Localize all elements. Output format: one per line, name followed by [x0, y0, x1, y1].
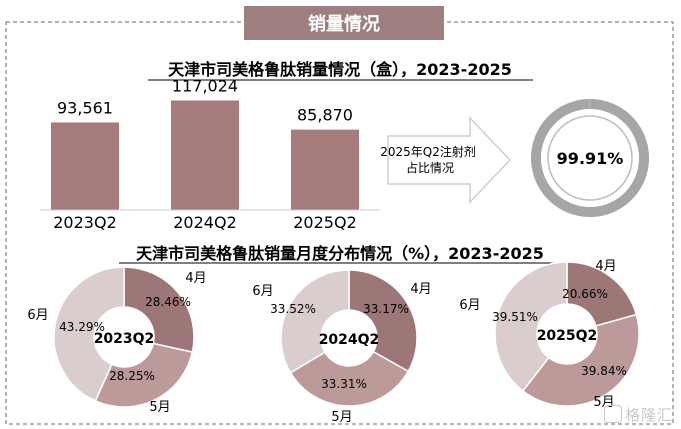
- bar-chart-title: 天津市司美格鲁肽销量情况（盒），2023-2025: [168, 60, 512, 79]
- donut-value-label: 28.25%: [109, 369, 155, 383]
- injection-share-donut: 99.91%: [530, 99, 649, 217]
- callout-label: 2025年Q2注射剂 占比情况: [380, 144, 479, 175]
- donut-month-label: 6月: [252, 284, 273, 299]
- donut-value-label: 39.84%: [581, 364, 627, 378]
- donut-month-label: 4月: [410, 282, 431, 297]
- donut-month-label: 5月: [593, 395, 614, 410]
- donut-month-label: 5月: [149, 400, 170, 415]
- dashed-frame: [5, 21, 674, 425]
- donut-month-label: 4月: [185, 271, 206, 286]
- section-banner: [244, 6, 444, 40]
- share-donut-center-label: 99.91%: [557, 149, 624, 168]
- bar-value-label: 117,024: [172, 76, 238, 95]
- watermark-logo-icon: [603, 405, 622, 423]
- donut-slice-2023Q2: [94, 342, 194, 408]
- donut-month-label: 5月: [331, 410, 352, 425]
- donut-slice-2024Q2: [289, 350, 410, 407]
- donut-slice-2025Q2: [494, 261, 568, 392]
- watermark-text: 格隆汇: [624, 406, 673, 424]
- bar-value-label: 85,870: [297, 106, 353, 125]
- donut-center-label: 2025Q2: [537, 328, 598, 344]
- donut-month-label: 4月: [595, 259, 616, 274]
- donut-value-label: 39.51%: [492, 310, 538, 324]
- donut-slice-2024Q2: [280, 269, 350, 374]
- monthly-chart-title: 天津市司美格鲁肽销量月度分布情况（%），2023-2025: [136, 244, 544, 263]
- donut-month-label: 6月: [27, 308, 48, 323]
- donut-value-label: 33.17%: [363, 302, 409, 316]
- bar-plot-area: 93,561 2023Q2 117,024 2024Q2 85,870 2025Q2: [51, 76, 359, 232]
- donut-center-label: 2024Q2: [319, 332, 380, 348]
- share-donut-inner-circle: [547, 115, 633, 201]
- watermark: 格隆汇: [603, 404, 673, 425]
- donut-value-label: 43.29%: [59, 320, 105, 334]
- donut-slice-2023Q2: [53, 266, 125, 402]
- callout-arrow: [387, 116, 512, 204]
- donut-value-label: 20.66%: [562, 287, 608, 301]
- bar-2023Q2: [51, 122, 119, 210]
- bar-value-label: 93,561: [57, 98, 113, 117]
- donut-center-label: 2023Q2: [94, 331, 155, 347]
- bar-category-label: 2024Q2: [173, 213, 237, 232]
- bar-category-label: 2025Q2: [293, 213, 357, 232]
- bar-2025Q2: [291, 129, 359, 210]
- donut-value-label: 28.46%: [145, 295, 191, 309]
- bar-category-label: 2023Q2: [53, 213, 117, 232]
- donut-month-label: 6月: [459, 298, 480, 313]
- donut-slice-2023Q2: [123, 266, 195, 353]
- donut-slice-2025Q2: [521, 313, 640, 407]
- donut-slice-2024Q2: [348, 269, 418, 373]
- monthly-donuts: 28.46%4月28.25%5月43.29%6月2023Q233.17%4月33…: [27, 259, 640, 425]
- donut-slice-2025Q2: [566, 261, 638, 327]
- donut-value-label: 33.52%: [270, 302, 316, 316]
- donut-value-label: 33.31%: [321, 377, 367, 391]
- section-title: 销量情况: [308, 13, 380, 35]
- bar-2024Q2: [171, 100, 239, 210]
